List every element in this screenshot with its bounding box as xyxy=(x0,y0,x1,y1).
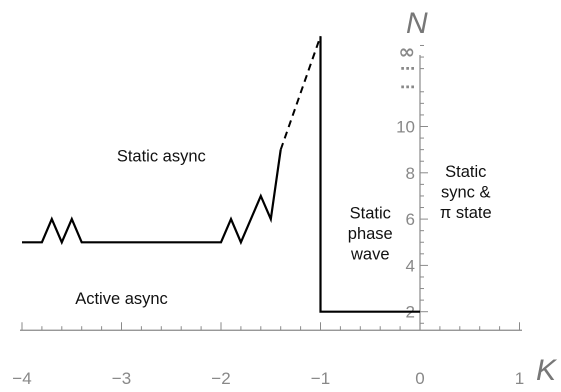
y-tick-label: 6 xyxy=(406,210,415,229)
region-label-3: Static sync & π state xyxy=(440,163,492,222)
axes xyxy=(20,55,522,331)
y-ellipsis-lower: ⋯ xyxy=(400,78,415,96)
boundary-line-dashed xyxy=(279,35,322,151)
x-axis-title: K xyxy=(536,354,558,387)
y-axis-title: N xyxy=(406,7,428,40)
region-label-line: Static xyxy=(445,163,486,181)
y-tick-label: 4 xyxy=(406,256,415,275)
region-label-1: Active async xyxy=(75,290,168,308)
x-tick-label: −2 xyxy=(211,369,230,388)
region-label-line: wave xyxy=(350,245,390,263)
x-tick-label: −1 xyxy=(311,369,330,388)
x-tick-label: −3 xyxy=(112,369,131,388)
region-label-line: π state xyxy=(440,204,492,222)
region-label-line: Static async xyxy=(117,147,206,165)
region-label-line: sync & xyxy=(441,183,491,201)
boundary-lines xyxy=(22,35,420,313)
x-tick-label: 0 xyxy=(415,369,424,388)
region-label-line: Static xyxy=(350,204,391,222)
region-label-line: Active async xyxy=(75,290,168,308)
region-label-0: Static async xyxy=(117,147,206,165)
y-infinity-label: ∞ xyxy=(398,39,415,63)
y-tick-label: 8 xyxy=(406,164,415,183)
region-label-line: phase xyxy=(348,225,393,243)
x-tick-label: 1 xyxy=(515,369,524,388)
boundary-line-2 xyxy=(319,36,420,313)
y-tick-label: 10 xyxy=(396,118,415,137)
x-tick-label: −4 xyxy=(12,369,31,388)
region-label-2: Static phase wave xyxy=(348,204,393,263)
y-ellipsis-upper: ⋯ xyxy=(400,59,415,77)
boundary-line-0 xyxy=(22,149,282,246)
